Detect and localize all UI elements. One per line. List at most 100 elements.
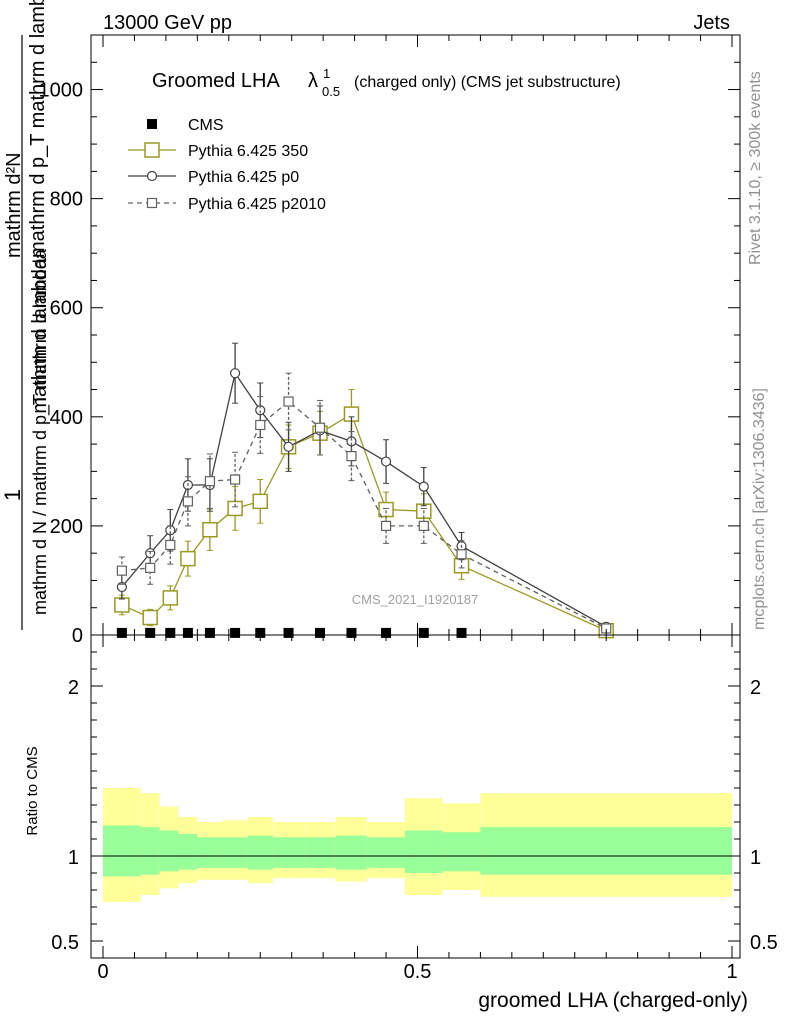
ylabel-denominator: mathrm d N / mathrm d p_T mathrm d lambd… — [30, 248, 51, 615]
legend: CMS Pythia 6.425 350 Pythia 6.425 p0 Pythia… — [128, 117, 326, 213]
ratio-ytick-label-right: 0.5 — [750, 932, 778, 954]
main-ytick-label: 0 — [72, 625, 83, 647]
data-point — [314, 422, 326, 433]
cms-data-point — [116, 627, 127, 638]
data-point — [180, 550, 196, 567]
data-point — [283, 441, 294, 452]
ratio-band-inner — [272, 837, 305, 868]
data-point — [346, 436, 357, 447]
xtick-label: 0 — [97, 961, 108, 983]
legend-label: Pythia 6.425 350 — [188, 143, 308, 160]
data-point — [229, 474, 241, 485]
main-ytick-label: 200 — [50, 516, 83, 538]
data-point — [283, 396, 294, 407]
mcplots-label: mcplots.cern.ch [arXiv:1306.3436] — [751, 388, 768, 630]
main-ytick-label: 1000 — [39, 80, 84, 102]
legend-label: CMS — [188, 117, 224, 134]
ylabel-lambda-part: mathrm d lambda — [29, 257, 51, 413]
analysis-watermark: CMS_2021_I1920187 — [352, 592, 479, 607]
ylabel-fraction-top: mathrm d²N — [3, 152, 25, 258]
series-line — [121, 371, 607, 628]
ylabel-fraction-bottom: mathrm d p_T mathrm d lambda — [27, 0, 49, 258]
ratio-band-inner — [404, 830, 443, 873]
ratio-band-inner — [140, 827, 160, 875]
legend-marker — [146, 170, 158, 182]
legend-entry: Pythia 6.425 p2010 — [128, 196, 326, 213]
ylabel-one: 1 — [0, 489, 25, 501]
title-main: Groomed LHA — [152, 70, 280, 92]
title-sup: 1 — [323, 66, 330, 81]
main-ytick-label: 600 — [50, 298, 83, 320]
cms-data-point — [182, 627, 193, 638]
series-line — [121, 400, 607, 630]
plot-title: Groomed LHA λ 1 0.5 (charged only) (CMS … — [152, 66, 621, 99]
data-point — [165, 539, 176, 551]
cms-data-point — [418, 627, 429, 638]
ratio-band-inner — [247, 835, 273, 870]
cms-data-point — [230, 627, 241, 638]
main-series-group — [114, 342, 614, 639]
main-ylabel: 1 mathrm d N / mathrm d p_T mathrm d lam… — [0, 0, 51, 630]
ratio-band-inner — [159, 830, 179, 872]
data-point — [378, 501, 394, 518]
data-point — [380, 520, 392, 532]
ratio-band-inner — [480, 827, 732, 875]
ratio-plot-area — [103, 788, 732, 902]
data-point — [418, 520, 429, 532]
data-point — [380, 456, 392, 467]
ratio-ytick-label-right: 1 — [750, 847, 761, 869]
x-axis-label: groomed LHA (charged-only) — [478, 989, 748, 1012]
cms-data-point — [204, 627, 215, 638]
data-point — [227, 500, 243, 517]
legend-marker — [146, 197, 158, 209]
data-point — [456, 549, 467, 560]
data-point — [346, 450, 357, 462]
data-point — [114, 597, 130, 613]
ratio-band-inner — [335, 835, 368, 870]
header-energy: 13000 GeV pp — [103, 12, 232, 34]
data-point — [162, 590, 179, 606]
xtick-label: 1 — [726, 961, 737, 983]
ratio-axes: 0.5 0.5 1 1 2 2 0 0.5 1 — [51, 634, 778, 983]
ratio-band-inner — [304, 837, 336, 868]
title-lambda: λ — [308, 70, 318, 92]
rivet-label: Rivet 3.1.10, ≥ 300k events — [747, 71, 764, 265]
ratio-band-inner — [103, 825, 141, 877]
data-point — [182, 496, 194, 507]
ratio-ytick-label-right: 2 — [750, 677, 761, 699]
ratio-ytick-label: 2 — [68, 677, 79, 699]
ratio-band-inner — [442, 832, 481, 872]
data-point — [116, 565, 127, 576]
data-point — [204, 476, 216, 487]
legend-marker — [144, 142, 160, 158]
ratio-band-inner — [222, 837, 248, 868]
cms-data-point — [145, 627, 156, 638]
ratio-ytick-label: 0.5 — [51, 932, 79, 954]
data-point — [142, 609, 158, 626]
legend-entry: Pythia 6.425 p0 — [128, 169, 299, 186]
cms-data-point — [315, 627, 326, 638]
series-pythia-6-425-p2010 — [116, 372, 612, 634]
main-axes: 0 200 400 600 800 1000 — [39, 34, 741, 647]
title-sub: 0.5 — [322, 84, 340, 99]
main-ytick-label: 400 — [50, 407, 83, 429]
cms-data-point — [283, 627, 294, 638]
cms-data-point — [165, 627, 176, 638]
ratio-band-inner — [178, 833, 198, 870]
legend-marker — [147, 119, 157, 129]
ratio-ytick-label: 1 — [68, 847, 79, 869]
ratio-band-inner — [367, 837, 405, 868]
cms-data-point — [346, 627, 357, 638]
data-point — [418, 481, 429, 492]
data-point — [202, 521, 218, 538]
cms-data-point — [456, 627, 467, 638]
series-pythia-6-425-p0 — [116, 342, 612, 632]
title-rest: (charged only) (CMS jet substructure) — [354, 74, 621, 91]
legend-label: Pythia 6.425 p0 — [188, 169, 299, 186]
ratio-ylabel: Ratio to CMS — [24, 746, 41, 835]
xtick-label: 0.5 — [404, 961, 432, 983]
data-point — [229, 368, 241, 379]
main-ytick-label: 800 — [50, 189, 83, 211]
data-point — [255, 419, 266, 431]
